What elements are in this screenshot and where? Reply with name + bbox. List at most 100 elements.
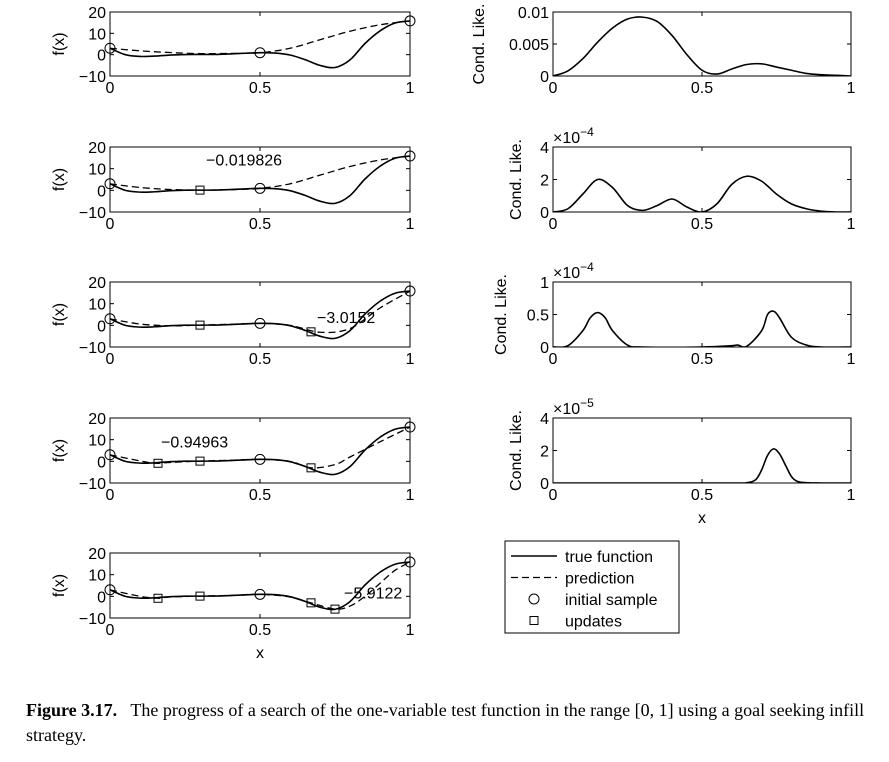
legend: true function prediction initial sample upd… <box>504 540 680 634</box>
marker-circle <box>254 317 266 329</box>
marker-circle <box>404 150 416 162</box>
legend-label: updates <box>565 614 622 631</box>
x-tick-label: 0 <box>106 622 115 639</box>
marker-square <box>153 593 163 603</box>
y-tick-label: 0 <box>97 183 106 200</box>
marker-circle <box>404 421 416 433</box>
y-tick-label: 2 <box>540 173 549 190</box>
data-annotation: −0.019826 <box>206 152 282 169</box>
plot-frame <box>552 281 852 348</box>
y-tick-label: 0.5 <box>527 308 549 325</box>
x-tick-label: 0.5 <box>249 622 271 639</box>
y-exponent: −4 <box>580 260 594 274</box>
marker-square <box>330 604 340 614</box>
marker-circle <box>404 285 416 297</box>
series-line-solid <box>553 16 851 76</box>
caption-text: The progress of a search of the one-vari… <box>26 700 865 745</box>
x-tick-label: 1 <box>406 487 415 504</box>
y-tick-label: 0 <box>540 205 549 222</box>
x-tick-label: 1 <box>406 622 415 639</box>
y-tick-label: −10 <box>79 69 106 86</box>
marker-circle <box>404 15 416 27</box>
y-multiplier: ×10−5 <box>553 396 594 418</box>
series-line-dashed <box>110 20 410 55</box>
y-tick-label: −10 <box>79 476 106 493</box>
y-tick-label: 10 <box>88 568 106 585</box>
marker-circle <box>104 584 116 596</box>
legend-swatch-square <box>529 616 539 625</box>
y-tick-label: −10 <box>79 611 106 628</box>
marker-square <box>153 458 163 468</box>
series-line-solid <box>110 426 410 476</box>
data-annotation: −5.9122 <box>344 586 402 603</box>
y-tick-label: 20 <box>88 140 106 157</box>
y-tick-label: 0.01 <box>518 5 549 22</box>
x-tick-label: 1 <box>406 80 415 97</box>
series-line-solid <box>553 310 851 347</box>
x-tick-label: 0 <box>106 216 115 233</box>
x-tick-label: 0 <box>106 80 115 97</box>
legend-label: true function <box>565 549 653 566</box>
y-axis-label: Cond. Like. <box>508 139 525 220</box>
y-tick-label: 10 <box>88 297 106 314</box>
y-multiplier: ×10−4 <box>553 125 594 147</box>
y-axis-label: f(x) <box>51 439 68 462</box>
marker-square <box>306 598 316 608</box>
marker-circle <box>104 313 116 325</box>
x-tick-label: 0 <box>549 487 558 504</box>
x-tick-label: 0.5 <box>691 216 713 233</box>
panel-right-3: 0 0.5 1 0 0.5 1 Cond. Like. ×10−4 <box>493 260 856 368</box>
y-tick-label: 0 <box>540 476 549 493</box>
marker-circle <box>104 449 116 461</box>
data-annotation: −3.0152 <box>317 310 375 327</box>
y-axis-label: Cond. Like. <box>493 274 510 355</box>
y-axis-label: Cond. Like. <box>508 410 525 491</box>
x-tick-label: 1 <box>847 216 856 233</box>
x-tick-label: 0 <box>549 80 558 97</box>
x-tick-label: 0 <box>106 487 115 504</box>
marker-circle <box>104 178 116 190</box>
y-tick-label: 0 <box>540 69 549 86</box>
y-tick-label: 0 <box>97 589 106 606</box>
x-tick-label: 0.5 <box>691 487 713 504</box>
legend-swatch-circle <box>528 593 540 605</box>
x-tick-label: 0 <box>549 351 558 368</box>
y-tick-label: 4 <box>540 140 549 157</box>
panel-right-2: 0 0.5 1 0 2 4 Cond. Like. ×10−4 <box>508 125 856 233</box>
x-tick-label: 0.5 <box>249 80 271 97</box>
x-tick-label: 0.5 <box>691 351 713 368</box>
x-tick-label: 0 <box>549 216 558 233</box>
x-axis-label: x <box>256 645 264 662</box>
y-tick-label: 20 <box>88 546 106 563</box>
marker-square <box>195 185 205 195</box>
y-exponent: −4 <box>580 125 594 139</box>
y-tick-label: 1 <box>540 275 549 292</box>
legend-entry: true function <box>511 549 653 566</box>
y-tick-label: 10 <box>88 162 106 179</box>
legend-label: prediction <box>565 571 634 588</box>
y-multiplier: ×10−4 <box>553 260 594 282</box>
y-axis-label: f(x) <box>51 168 68 191</box>
y-tick-label: 0 <box>540 340 549 357</box>
legend-entry: prediction <box>511 571 634 588</box>
panel-right-1: 0 0.5 1 0 0.005 0.01 Cond. Like. <box>471 4 856 97</box>
series-line-solid <box>110 290 410 340</box>
y-tick-label: 10 <box>88 433 106 450</box>
x-tick-label: 0.5 <box>249 216 271 233</box>
y-axis-label: f(x) <box>51 574 68 597</box>
y-tick-label: 2 <box>540 444 549 461</box>
series-line-dashed <box>110 561 410 610</box>
panel-right-4: 0 0.5 1 0 2 4 Cond. Like. ×10−5 x <box>508 396 856 527</box>
marker-circle <box>404 556 416 568</box>
y-axis-label: f(x) <box>51 303 68 326</box>
marker-circle <box>254 47 266 59</box>
series-line-solid <box>553 448 851 483</box>
marker-circle <box>254 182 266 194</box>
marker-circle <box>254 453 266 465</box>
y-tick-label: 0 <box>97 318 106 335</box>
x-tick-label: 0.5 <box>691 80 713 97</box>
y-tick-label: 0.005 <box>509 37 549 54</box>
series-line-solid <box>553 175 851 212</box>
